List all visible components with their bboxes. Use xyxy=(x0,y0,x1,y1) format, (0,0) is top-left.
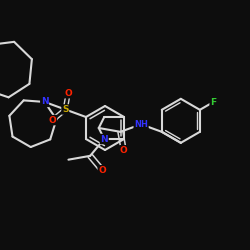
Text: S: S xyxy=(62,105,68,114)
Text: NH: NH xyxy=(134,120,148,129)
Text: O: O xyxy=(49,116,56,124)
Text: F: F xyxy=(210,98,216,106)
Text: O: O xyxy=(64,89,72,98)
Text: O: O xyxy=(120,146,128,155)
Text: N: N xyxy=(100,134,108,143)
Text: N: N xyxy=(41,98,48,106)
Text: O: O xyxy=(98,166,106,175)
